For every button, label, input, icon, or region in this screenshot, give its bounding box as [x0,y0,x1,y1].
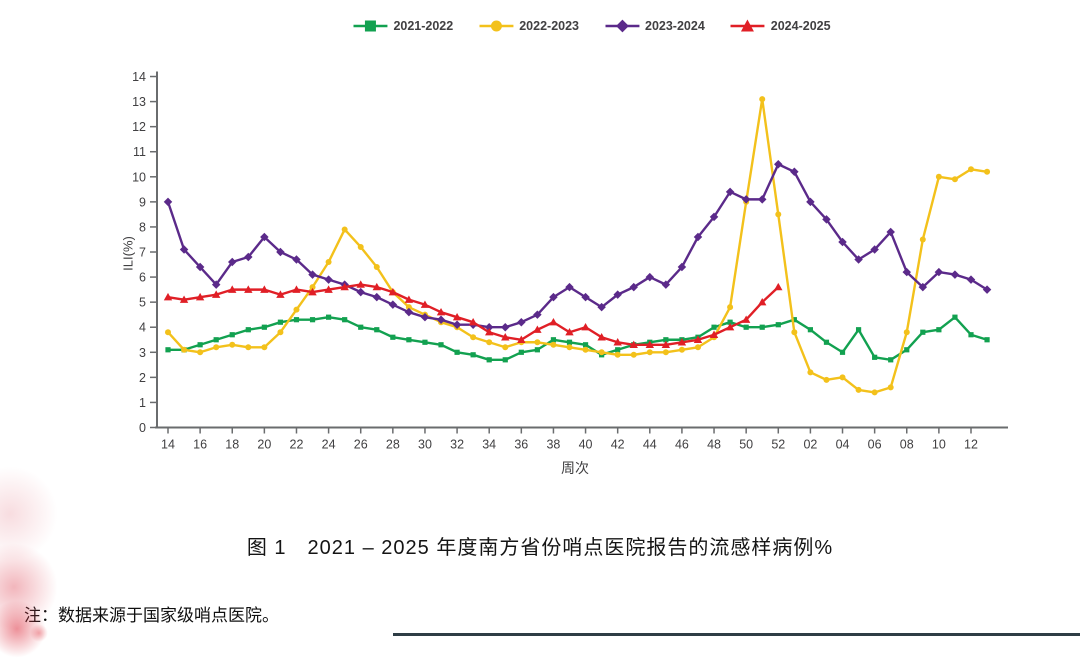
legend-item-2024-2025: 2024-2025 [730,18,831,34]
x-tick-label: 48 [707,438,721,452]
x-tick-label: 16 [193,438,207,452]
figure-title: 图 1 2021 – 2025 年度南方省份哨点医院报告的流感样病例% [246,537,834,559]
x-tick-label: 30 [418,438,432,452]
y-tick-label: 4 [139,321,146,335]
y-tick-label: 9 [139,195,146,209]
x-tick-label: 32 [450,438,464,452]
x-tick-label: 44 [643,438,657,452]
series-2024-2025 [163,280,783,348]
y-tick-label: 12 [132,120,146,134]
y-tick-label: 0 [139,421,146,435]
chart-legend: 2021-2022 2022-2023 2023-2024 2024-2025 [353,18,831,34]
x-tick-label: 46 [675,438,689,452]
virus-watermark-decoration [30,624,48,642]
y-tick-label: 5 [139,296,146,310]
x-tick-label: 24 [322,438,336,452]
series-line-2022-2023 [166,97,989,394]
x-tick-label: 08 [900,438,914,452]
x-tick-label: 36 [514,438,528,452]
legend-label: 2022-2023 [519,19,579,33]
x-tick-label: 18 [225,438,239,452]
x-tick-label: 04 [836,438,850,452]
y-tick-label: 14 [132,70,146,84]
y-tick-label: 11 [133,145,146,159]
series-line-2023-2024 [166,163,989,329]
y-tick-label: 10 [132,170,146,184]
figure-note: 注：数据来源于国家级哨点医院。 [24,606,279,625]
x-tick-label: 06 [868,438,882,452]
legend-marker-triangle-icon [730,19,765,32]
x-tick-label: 50 [739,438,753,452]
legend-label: 2023-2024 [645,19,705,33]
x-tick-label: 52 [771,438,785,452]
x-tick-label: 38 [546,438,560,452]
x-axis-label: 周次 [561,460,589,476]
legend-item-2022-2023: 2022-2023 [479,18,579,34]
x-tick-label: 42 [611,438,625,452]
x-tick-label: 14 [161,438,175,452]
series-2022-2023 [165,96,991,396]
legend-label: 2024-2025 [770,19,831,33]
x-tick-label: 34 [482,438,496,452]
y-tick-label: 13 [132,95,146,109]
legend-label: 2021-2022 [393,19,454,33]
y-axis-label: ILI(%) [120,236,136,271]
x-tick-label: 28 [386,438,400,452]
series-2023-2024 [163,160,992,332]
legend-marker-diamond-icon [605,19,639,33]
x-tick-label: 20 [257,438,271,452]
x-tick-label: 22 [290,438,304,452]
y-tick-label: 2 [139,371,146,385]
y-tick-label: 7 [139,246,146,260]
y-tick-label: 1 [139,396,146,410]
y-tick-label: 8 [139,220,146,234]
bottom-crop-line [393,633,1080,636]
legend-item-2023-2024: 2023-2024 [605,18,705,34]
x-tick-label: 02 [803,438,817,452]
series-line-2021-2022 [166,315,989,362]
y-tick-label: 6 [139,271,146,285]
x-tick-label: 40 [579,438,593,452]
legend-item-2021-2022: 2021-2022 [353,18,453,34]
x-tick-label: 10 [932,438,946,452]
x-tick-label: 26 [354,438,368,452]
legend-marker-circle-icon [479,20,514,32]
x-tick-label: 12 [964,438,978,452]
legend-marker-square-icon [353,20,388,32]
y-tick-label: 3 [139,346,146,360]
